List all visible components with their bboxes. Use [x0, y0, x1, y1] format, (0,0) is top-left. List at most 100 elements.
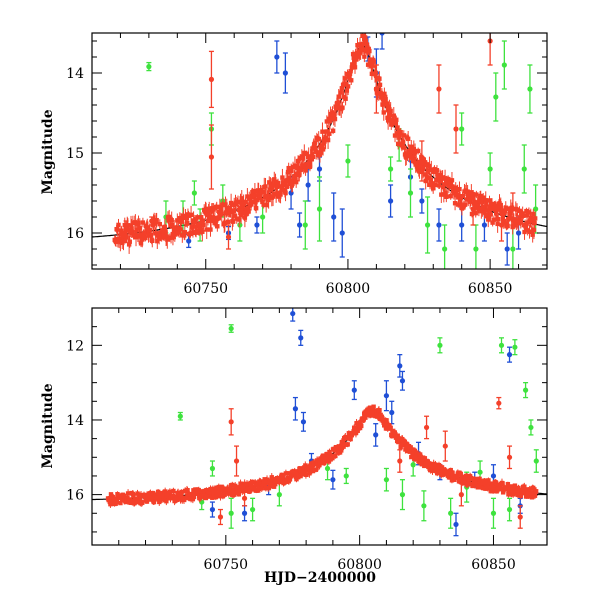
red-point — [362, 35, 368, 40]
red-point — [488, 212, 493, 217]
green-point — [260, 214, 266, 220]
y-tick-label: 16 — [66, 226, 84, 242]
red-point — [130, 229, 135, 235]
red-point — [412, 150, 418, 155]
red-point — [147, 228, 152, 233]
red-point — [182, 230, 188, 235]
red-point — [302, 150, 307, 156]
red-point — [295, 165, 300, 171]
red-point — [319, 150, 324, 155]
red-point — [201, 222, 206, 228]
red-point — [286, 165, 291, 171]
red-point — [268, 484, 273, 489]
red-point — [496, 400, 502, 406]
red-point — [252, 188, 258, 194]
red-point — [291, 473, 296, 478]
red-point — [248, 202, 254, 207]
red-point — [320, 453, 326, 458]
red-point — [382, 421, 388, 426]
red-point — [325, 452, 330, 457]
red-point — [349, 78, 354, 83]
red-point — [243, 199, 248, 204]
red-point — [448, 193, 453, 199]
red-point — [450, 470, 455, 475]
red-point — [409, 454, 414, 460]
red-point — [314, 149, 319, 154]
red-point — [263, 486, 269, 491]
red-point — [499, 486, 504, 492]
red-point — [350, 51, 356, 57]
red-point — [137, 225, 142, 230]
red-point — [293, 177, 298, 183]
red-point — [500, 490, 506, 495]
red-point — [190, 225, 195, 230]
red-point — [529, 218, 535, 224]
bottom-panel: 60750 60800 60850 12 14 16 Magnitude HJD−2400… — [40, 307, 548, 586]
red-point — [170, 234, 176, 239]
red-point — [151, 499, 157, 505]
green-point — [477, 469, 483, 475]
red-point — [231, 208, 236, 214]
red-point — [525, 490, 531, 496]
red-point — [529, 491, 534, 496]
red-point — [479, 209, 484, 214]
red-point — [248, 198, 253, 203]
red-point — [280, 474, 286, 479]
red-point — [217, 514, 224, 520]
red-point — [345, 442, 350, 447]
red-point — [466, 481, 471, 486]
red-point — [529, 495, 535, 500]
red-point — [310, 154, 316, 160]
red-point — [115, 227, 120, 232]
red-point — [213, 494, 219, 500]
red-point — [313, 467, 319, 472]
red-point — [367, 409, 372, 414]
red-point — [171, 225, 177, 230]
x-tick-label: 60800 — [337, 557, 382, 573]
blue-point — [290, 310, 296, 317]
red-point — [169, 218, 174, 223]
red-point — [505, 481, 511, 487]
red-point — [393, 432, 398, 437]
red-point — [465, 189, 470, 194]
red-point — [136, 492, 141, 497]
red-point — [410, 158, 416, 164]
red-point — [122, 222, 127, 228]
red-point — [517, 208, 522, 214]
red-point — [360, 33, 365, 39]
red-point — [233, 458, 240, 464]
red-point — [506, 454, 513, 460]
red-point — [120, 233, 126, 238]
red-point — [140, 500, 145, 506]
red-point — [389, 433, 395, 439]
red-point — [197, 230, 202, 235]
red-point — [529, 229, 534, 234]
red-point — [361, 47, 366, 52]
red-point — [243, 212, 249, 217]
red-point — [452, 189, 457, 194]
red-point — [469, 211, 475, 217]
red-point — [161, 232, 167, 237]
red-point — [457, 186, 462, 192]
red-point — [353, 54, 358, 60]
red-point — [395, 125, 400, 130]
red-point — [365, 62, 371, 67]
red-point — [330, 128, 336, 133]
red-point — [479, 199, 485, 205]
red-point — [217, 209, 222, 215]
blue-point — [300, 419, 307, 425]
red-point — [212, 215, 218, 221]
red-point — [411, 146, 416, 152]
red-point — [176, 230, 182, 235]
red-point — [238, 212, 244, 218]
red-point — [162, 489, 168, 494]
red-point — [512, 222, 518, 228]
red-point — [397, 458, 403, 464]
red-point — [531, 211, 536, 217]
red-point — [384, 418, 389, 423]
red-point — [475, 480, 480, 485]
red-point — [118, 228, 124, 233]
red-point — [205, 493, 210, 498]
red-point — [261, 202, 266, 207]
red-point — [532, 216, 538, 221]
